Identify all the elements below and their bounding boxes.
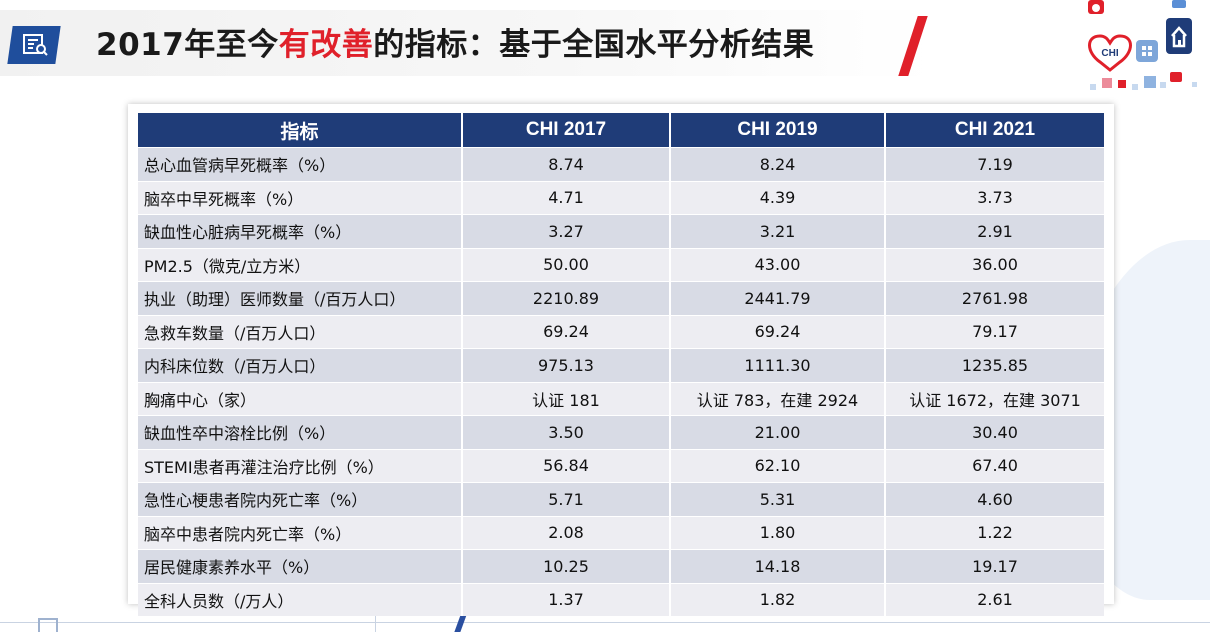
header-indicator: 指标 xyxy=(138,113,463,148)
table-row: 缺血性心脏病早死概率（%） 3.27 3.21 2.91 xyxy=(138,214,1104,248)
value-cell-2019: 认证 783，在建 2924 xyxy=(670,381,886,416)
title-prefix: 2017年至今 xyxy=(96,27,279,63)
indicator-cell: 全科人员数（/万人） xyxy=(138,582,463,616)
table-row: 缺血性卒中溶栓比例（%） 3.50 21.00 30.40 xyxy=(138,415,1104,449)
value-cell-2017: 50.00 xyxy=(462,247,671,282)
value-cell-2017: 69.24 xyxy=(462,314,671,349)
value-cell-2021: 2.91 xyxy=(885,214,1104,248)
indicator-cell: 内科床位数（/百万人口） xyxy=(138,348,463,382)
value-cell-2021: 1235.85 xyxy=(885,348,1104,382)
value-cell-2019: 14.18 xyxy=(670,549,886,583)
value-cell-2019: 3.21 xyxy=(670,214,886,248)
value-cell-2021: 1.22 xyxy=(885,515,1104,550)
value-cell-2017: 2210.89 xyxy=(462,281,671,315)
value-cell-2021: 2.61 xyxy=(885,582,1104,616)
table-row: PM2.5（微克/立方米） 50.00 43.00 36.00 xyxy=(138,247,1104,282)
header-chi-2021: CHI 2021 xyxy=(885,113,1104,148)
page-title: 2017年至今有改善的指标：基于全国水平分析结果 xyxy=(96,23,814,67)
indicator-cell: 脑卒中早死概率（%） xyxy=(138,180,463,215)
table-row: 内科床位数（/百万人口） 975.13 1111.30 1235.85 xyxy=(138,348,1104,382)
value-cell-2021: 3.73 xyxy=(885,180,1104,215)
value-cell-2017: 5.71 xyxy=(462,482,671,516)
value-cell-2017: 975.13 xyxy=(462,348,671,382)
chi-logo-icon: CHI xyxy=(1088,0,1197,90)
metrics-table: 指标 CHI 2017 CHI 2019 CHI 2021 总心血管病早死概率（… xyxy=(138,113,1104,616)
header-chi-2017: CHI 2017 xyxy=(462,113,671,148)
footer-separator xyxy=(375,612,376,632)
title-band xyxy=(0,10,935,76)
value-cell-2017: 认证 181 xyxy=(462,381,671,416)
table-row: 脑卒中患者院内死亡率（%） 2.08 1.80 1.22 xyxy=(138,515,1104,550)
value-cell-2021: 认证 1672，在建 3071 xyxy=(885,381,1104,416)
value-cell-2017: 1.37 xyxy=(462,582,671,616)
value-cell-2019: 4.39 xyxy=(670,180,886,215)
indicator-cell: PM2.5（微克/立方米） xyxy=(138,247,463,282)
value-cell-2019: 5.31 xyxy=(670,482,886,516)
value-cell-2021: 67.40 xyxy=(885,448,1104,483)
table-row: 居民健康素养水平（%） 10.25 14.18 19.17 xyxy=(138,549,1104,583)
value-cell-2021: 7.19 xyxy=(885,147,1104,181)
indicator-cell: 胸痛中心（家） xyxy=(138,381,463,416)
table-row: 执业（助理）医师数量（/百万人口） 2210.89 2441.79 2761.98 xyxy=(138,281,1104,315)
value-cell-2021: 36.00 xyxy=(885,247,1104,282)
table-row: 总心血管病早死概率（%） 8.74 8.24 7.19 xyxy=(138,147,1104,181)
table-row: 全科人员数（/万人） 1.37 1.82 2.61 xyxy=(138,582,1104,616)
value-cell-2017: 3.50 xyxy=(462,415,671,449)
indicator-cell: 居民健康素养水平（%） xyxy=(138,549,463,583)
value-cell-2019: 43.00 xyxy=(670,247,886,282)
indicator-cell: 缺血性卒中溶栓比例（%） xyxy=(138,415,463,449)
indicator-cell: 脑卒中患者院内死亡率（%） xyxy=(138,515,463,550)
table-row: 脑卒中早死概率（%） 4.71 4.39 3.73 xyxy=(138,180,1104,215)
value-cell-2021: 79.17 xyxy=(885,314,1104,349)
indicator-cell: 急性心梗患者院内死亡率（%） xyxy=(138,482,463,516)
value-cell-2019: 21.00 xyxy=(670,415,886,449)
value-cell-2019: 1.82 xyxy=(670,582,886,616)
indicator-cell: 急救车数量（/百万人口） xyxy=(138,314,463,349)
value-cell-2017: 8.74 xyxy=(462,147,671,181)
table-row: 胸痛中心（家） 认证 181 认证 783，在建 2924 认证 1672，在建 30… xyxy=(138,381,1104,416)
report-search-icon xyxy=(23,34,48,56)
value-cell-2019: 1111.30 xyxy=(670,348,886,382)
indicator-cell: 缺血性心脏病早死概率（%） xyxy=(138,214,463,248)
table-row: STEMI患者再灌注治疗比例（%） 56.84 62.10 67.40 xyxy=(138,448,1104,483)
table-header-row: 指标 CHI 2017 CHI 2019 CHI 2021 xyxy=(138,113,1104,148)
value-cell-2017: 3.27 xyxy=(462,214,671,248)
indicator-cell: 总心血管病早死概率（%） xyxy=(138,147,463,181)
value-cell-2021: 19.17 xyxy=(885,549,1104,583)
value-cell-2017: 4.71 xyxy=(462,180,671,215)
footer-divider xyxy=(0,622,1210,623)
value-cell-2017: 2.08 xyxy=(462,515,671,550)
value-cell-2021: 30.40 xyxy=(885,415,1104,449)
svg-text:CHI: CHI xyxy=(1101,48,1118,59)
value-cell-2021: 2761.98 xyxy=(885,281,1104,315)
indicator-cell: 执业（助理）医师数量（/百万人口） xyxy=(138,281,463,315)
table-row: 急救车数量（/百万人口） 69.24 69.24 79.17 xyxy=(138,314,1104,349)
value-cell-2019: 2441.79 xyxy=(670,281,886,315)
header-chi-2019: CHI 2019 xyxy=(670,113,886,148)
value-cell-2019: 69.24 xyxy=(670,314,886,349)
value-cell-2017: 56.84 xyxy=(462,448,671,483)
metrics-table-card: 指标 CHI 2017 CHI 2019 CHI 2021 总心血管病早死概率（… xyxy=(128,104,1114,616)
value-cell-2021: 4.60 xyxy=(885,482,1104,516)
value-cell-2017: 10.25 xyxy=(462,549,671,583)
title-suffix: 的指标：基于全国水平分析结果 xyxy=(373,27,815,63)
title-highlight: 有改善 xyxy=(278,27,374,63)
indicator-cell: STEMI患者再灌注治疗比例（%） xyxy=(138,448,463,483)
value-cell-2019: 62.10 xyxy=(670,448,886,483)
footer-mark xyxy=(38,618,58,632)
value-cell-2019: 1.80 xyxy=(670,515,886,550)
value-cell-2019: 8.24 xyxy=(670,147,886,181)
table-row: 急性心梗患者院内死亡率（%） 5.71 5.31 4.60 xyxy=(138,482,1104,516)
